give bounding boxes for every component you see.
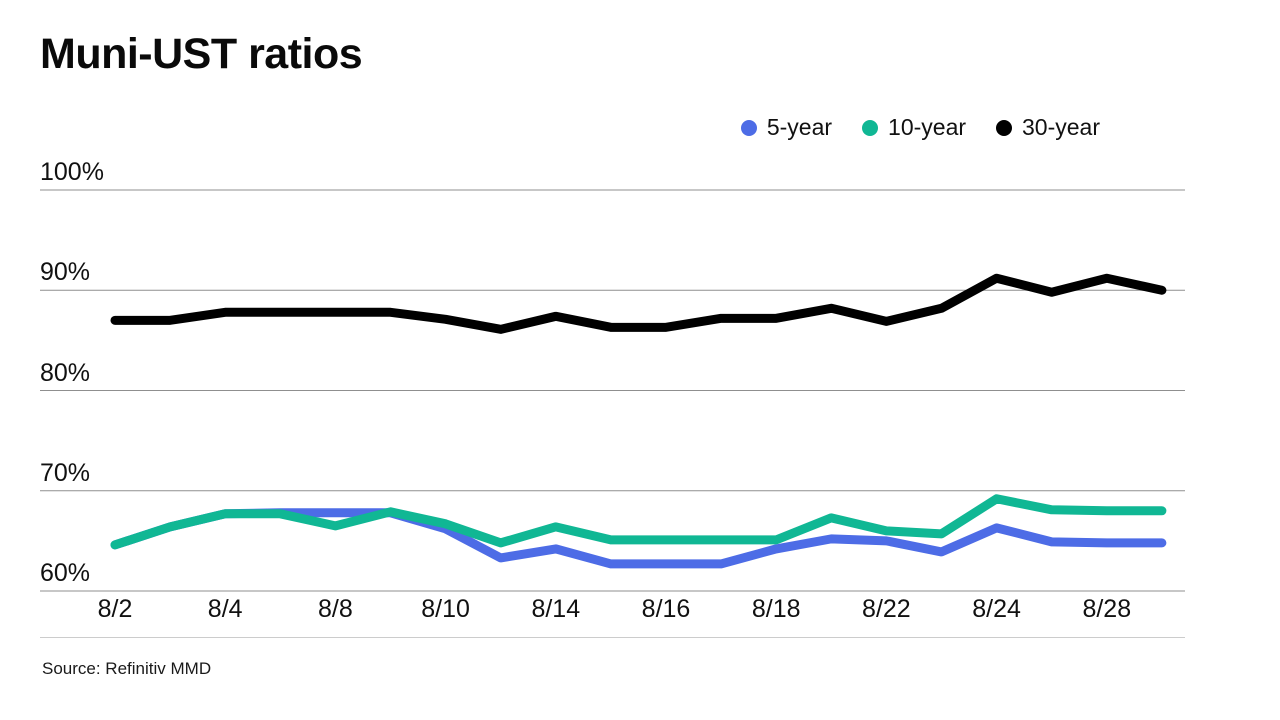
legend-item-5-year: 5-year: [740, 114, 833, 141]
x-tick-label: 8/22: [862, 595, 911, 623]
legend-label: 10-year: [888, 114, 967, 140]
bottom-rule: [40, 637, 1185, 638]
legend-dot-30-year: [996, 119, 1013, 136]
x-tick-label: 8/8: [318, 595, 353, 623]
x-tick-label: 8/16: [641, 595, 691, 623]
legend-item-30-year: 30-year: [996, 114, 1100, 141]
x-tick-label: 8/4: [207, 595, 243, 623]
legend-dot-10-year: [862, 119, 879, 136]
source-text: Source: Refinitiv MMD: [42, 659, 212, 678]
y-tick-label: 70%: [40, 458, 91, 487]
x-tick-label: 8/14: [531, 595, 581, 623]
series-line-10-year: [110, 494, 1167, 550]
legend-label: 30-year: [1022, 114, 1100, 140]
x-tick-label: 8/28: [1082, 595, 1132, 623]
x-tick-label: 8/10: [421, 595, 470, 623]
legend: 5-year 10-year 30-year: [740, 114, 1100, 141]
legend-dot-5-year: [740, 119, 757, 136]
series-line-30-year: [110, 273, 1167, 334]
y-tick-label: 60%: [40, 559, 91, 587]
x-tick-label: 8/2: [97, 595, 133, 623]
y-tick-label: 90%: [40, 258, 91, 287]
chart-title: Muni-UST ratios: [40, 30, 363, 78]
legend-item-10-year: 10-year: [862, 114, 966, 141]
x-tick-label: 8/24: [972, 595, 1021, 623]
x-tick-label: 8/18: [751, 595, 801, 623]
y-tick-label: 100%: [40, 158, 104, 186]
legend-label: 5-year: [766, 114, 833, 140]
y-tick-label: 80%: [40, 358, 91, 387]
